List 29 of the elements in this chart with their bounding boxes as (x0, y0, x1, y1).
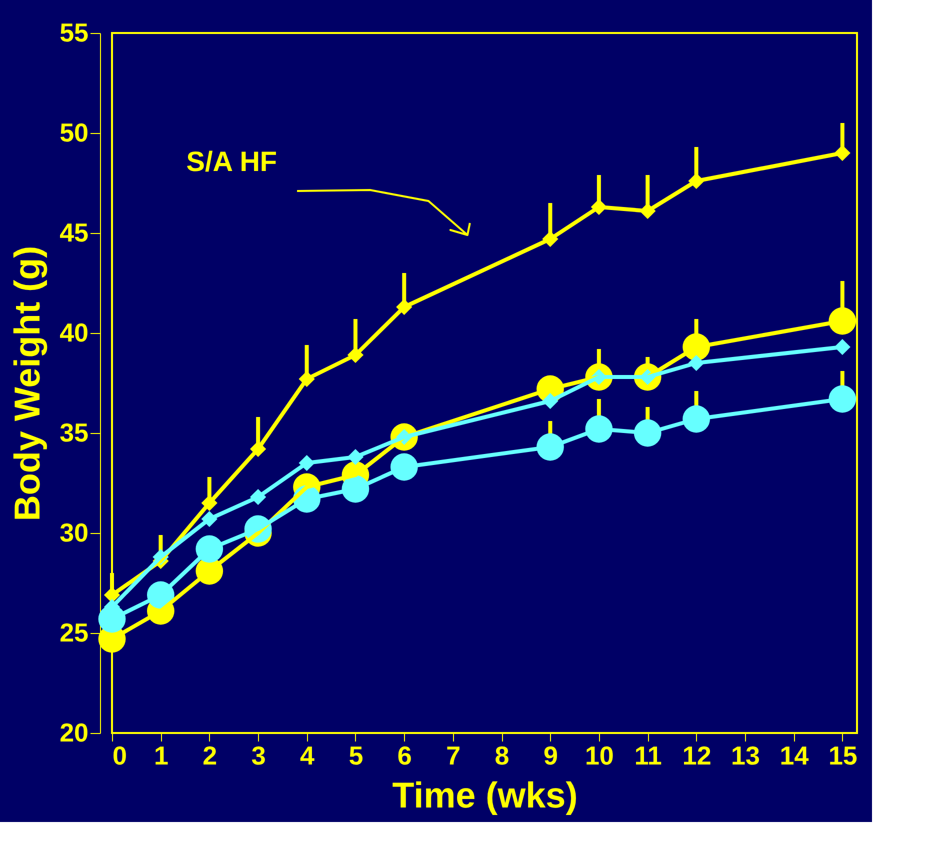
x-tick-label: 3 (251, 740, 266, 770)
x-tick-label: 14 (780, 740, 810, 770)
x-tick-label: 12 (682, 740, 712, 770)
y-tick-label: 50 (60, 118, 88, 148)
x-tick-label: 1 (154, 740, 168, 770)
x-tick-label: 11 (634, 740, 662, 770)
x-tick-label: 13 (731, 740, 760, 770)
x-tick-label: 2 (202, 740, 218, 770)
x-tick-label: 0 (112, 740, 127, 770)
y-axis-title: Body Weight (g) (6, 246, 48, 522)
x-tick-label: 8 (494, 740, 510, 770)
x-tick-label: 7 (446, 740, 461, 770)
point (828, 385, 856, 413)
x-tick-label: 6 (397, 740, 412, 770)
y-tick-label: 30 (60, 518, 88, 548)
y-tick-label: 45 (60, 218, 88, 248)
annotation: S/A HF (186, 146, 278, 177)
y-tick-label: 20 (60, 718, 88, 748)
y-tick-label: 55 (60, 18, 88, 48)
x-tick-label: 15 (828, 740, 858, 770)
x-tick-label: 5 (348, 740, 364, 770)
x-axis-title: Time (wks) (392, 774, 578, 816)
x-tick-label: 9 (544, 740, 558, 770)
x-tick-label: 10 (584, 740, 614, 770)
y-tick-label: 35 (60, 418, 88, 448)
y-tick-label: 25 (60, 618, 88, 648)
x-tick-label: 4 (300, 740, 316, 770)
y-tick-label: 40 (60, 318, 88, 348)
point (828, 307, 856, 335)
